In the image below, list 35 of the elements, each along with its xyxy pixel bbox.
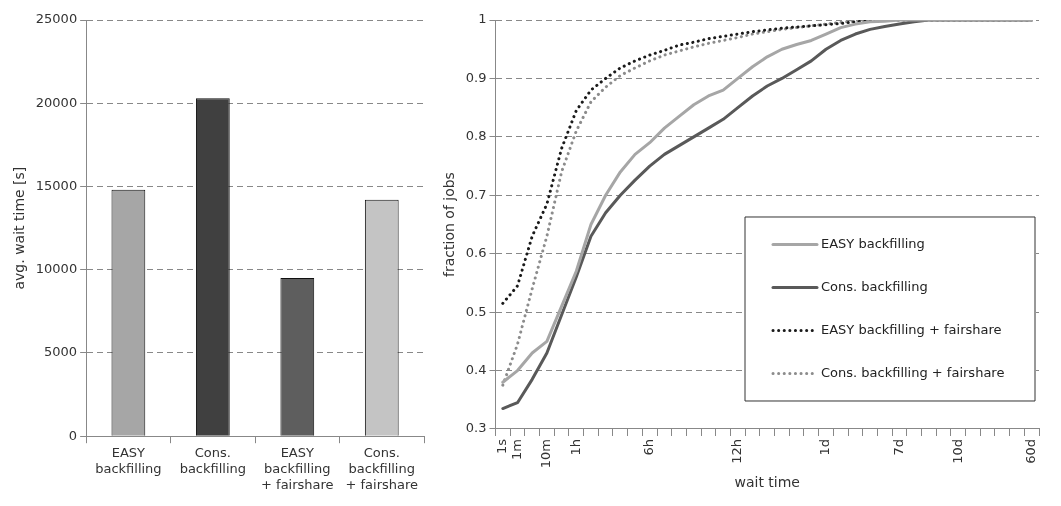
- y-tick-label: 1: [478, 11, 487, 27]
- y-tick-label: 15000: [35, 177, 78, 193]
- y-tick-label: 0.3: [465, 420, 487, 436]
- x-tick-label: 10d: [949, 438, 965, 464]
- x-tick-label: 1d: [817, 438, 833, 456]
- x-tick-label: Cons. backfilling + fairshare: [345, 445, 419, 492]
- y-tick-label: 0.7: [465, 186, 487, 202]
- x-tick-label: 10m: [538, 438, 554, 469]
- y-tick-label: 25000: [35, 11, 78, 27]
- y-tick-label: 0.9: [465, 69, 487, 85]
- x-tick-label: EASY backfilling + fairshare: [261, 445, 334, 492]
- x-tick-label: 1h: [567, 438, 583, 456]
- legend-label: EASY backfilling: [821, 235, 925, 251]
- y-tick-label: 0.6: [465, 245, 487, 261]
- x-axis-title: wait time: [734, 474, 800, 491]
- legend-label: Cons. backfilling: [821, 278, 928, 294]
- x-tick-label: EASY backfilling: [95, 445, 162, 476]
- x-tick-label: Cons. backfilling: [179, 445, 247, 476]
- y-tick-label: 0.4: [465, 361, 487, 377]
- y-tick-label: 20000: [35, 94, 78, 110]
- x-tick-label: 1s: [494, 438, 510, 455]
- y-tick-label: 10000: [35, 261, 78, 277]
- x-tick-label: 6h: [641, 438, 657, 456]
- y-tick-label: 0.8: [465, 128, 487, 144]
- y-tick-label: 0.5: [465, 303, 487, 319]
- y-axis-title: fraction of jobs: [441, 172, 458, 277]
- x-tick-label: 7d: [890, 438, 906, 456]
- x-tick-label: 12h: [729, 438, 745, 464]
- y-tick-label: 0: [68, 427, 78, 443]
- y-tick-label: 5000: [44, 344, 78, 360]
- x-tick-label: 1m: [508, 438, 524, 460]
- y-axis-title: avg. wait time [s]: [11, 166, 28, 290]
- legend-label: Cons. backfilling + fairshare: [821, 364, 1005, 380]
- x-tick-label: 60d: [1023, 438, 1039, 464]
- legend-label: EASY backfilling + fairshare: [821, 321, 1002, 337]
